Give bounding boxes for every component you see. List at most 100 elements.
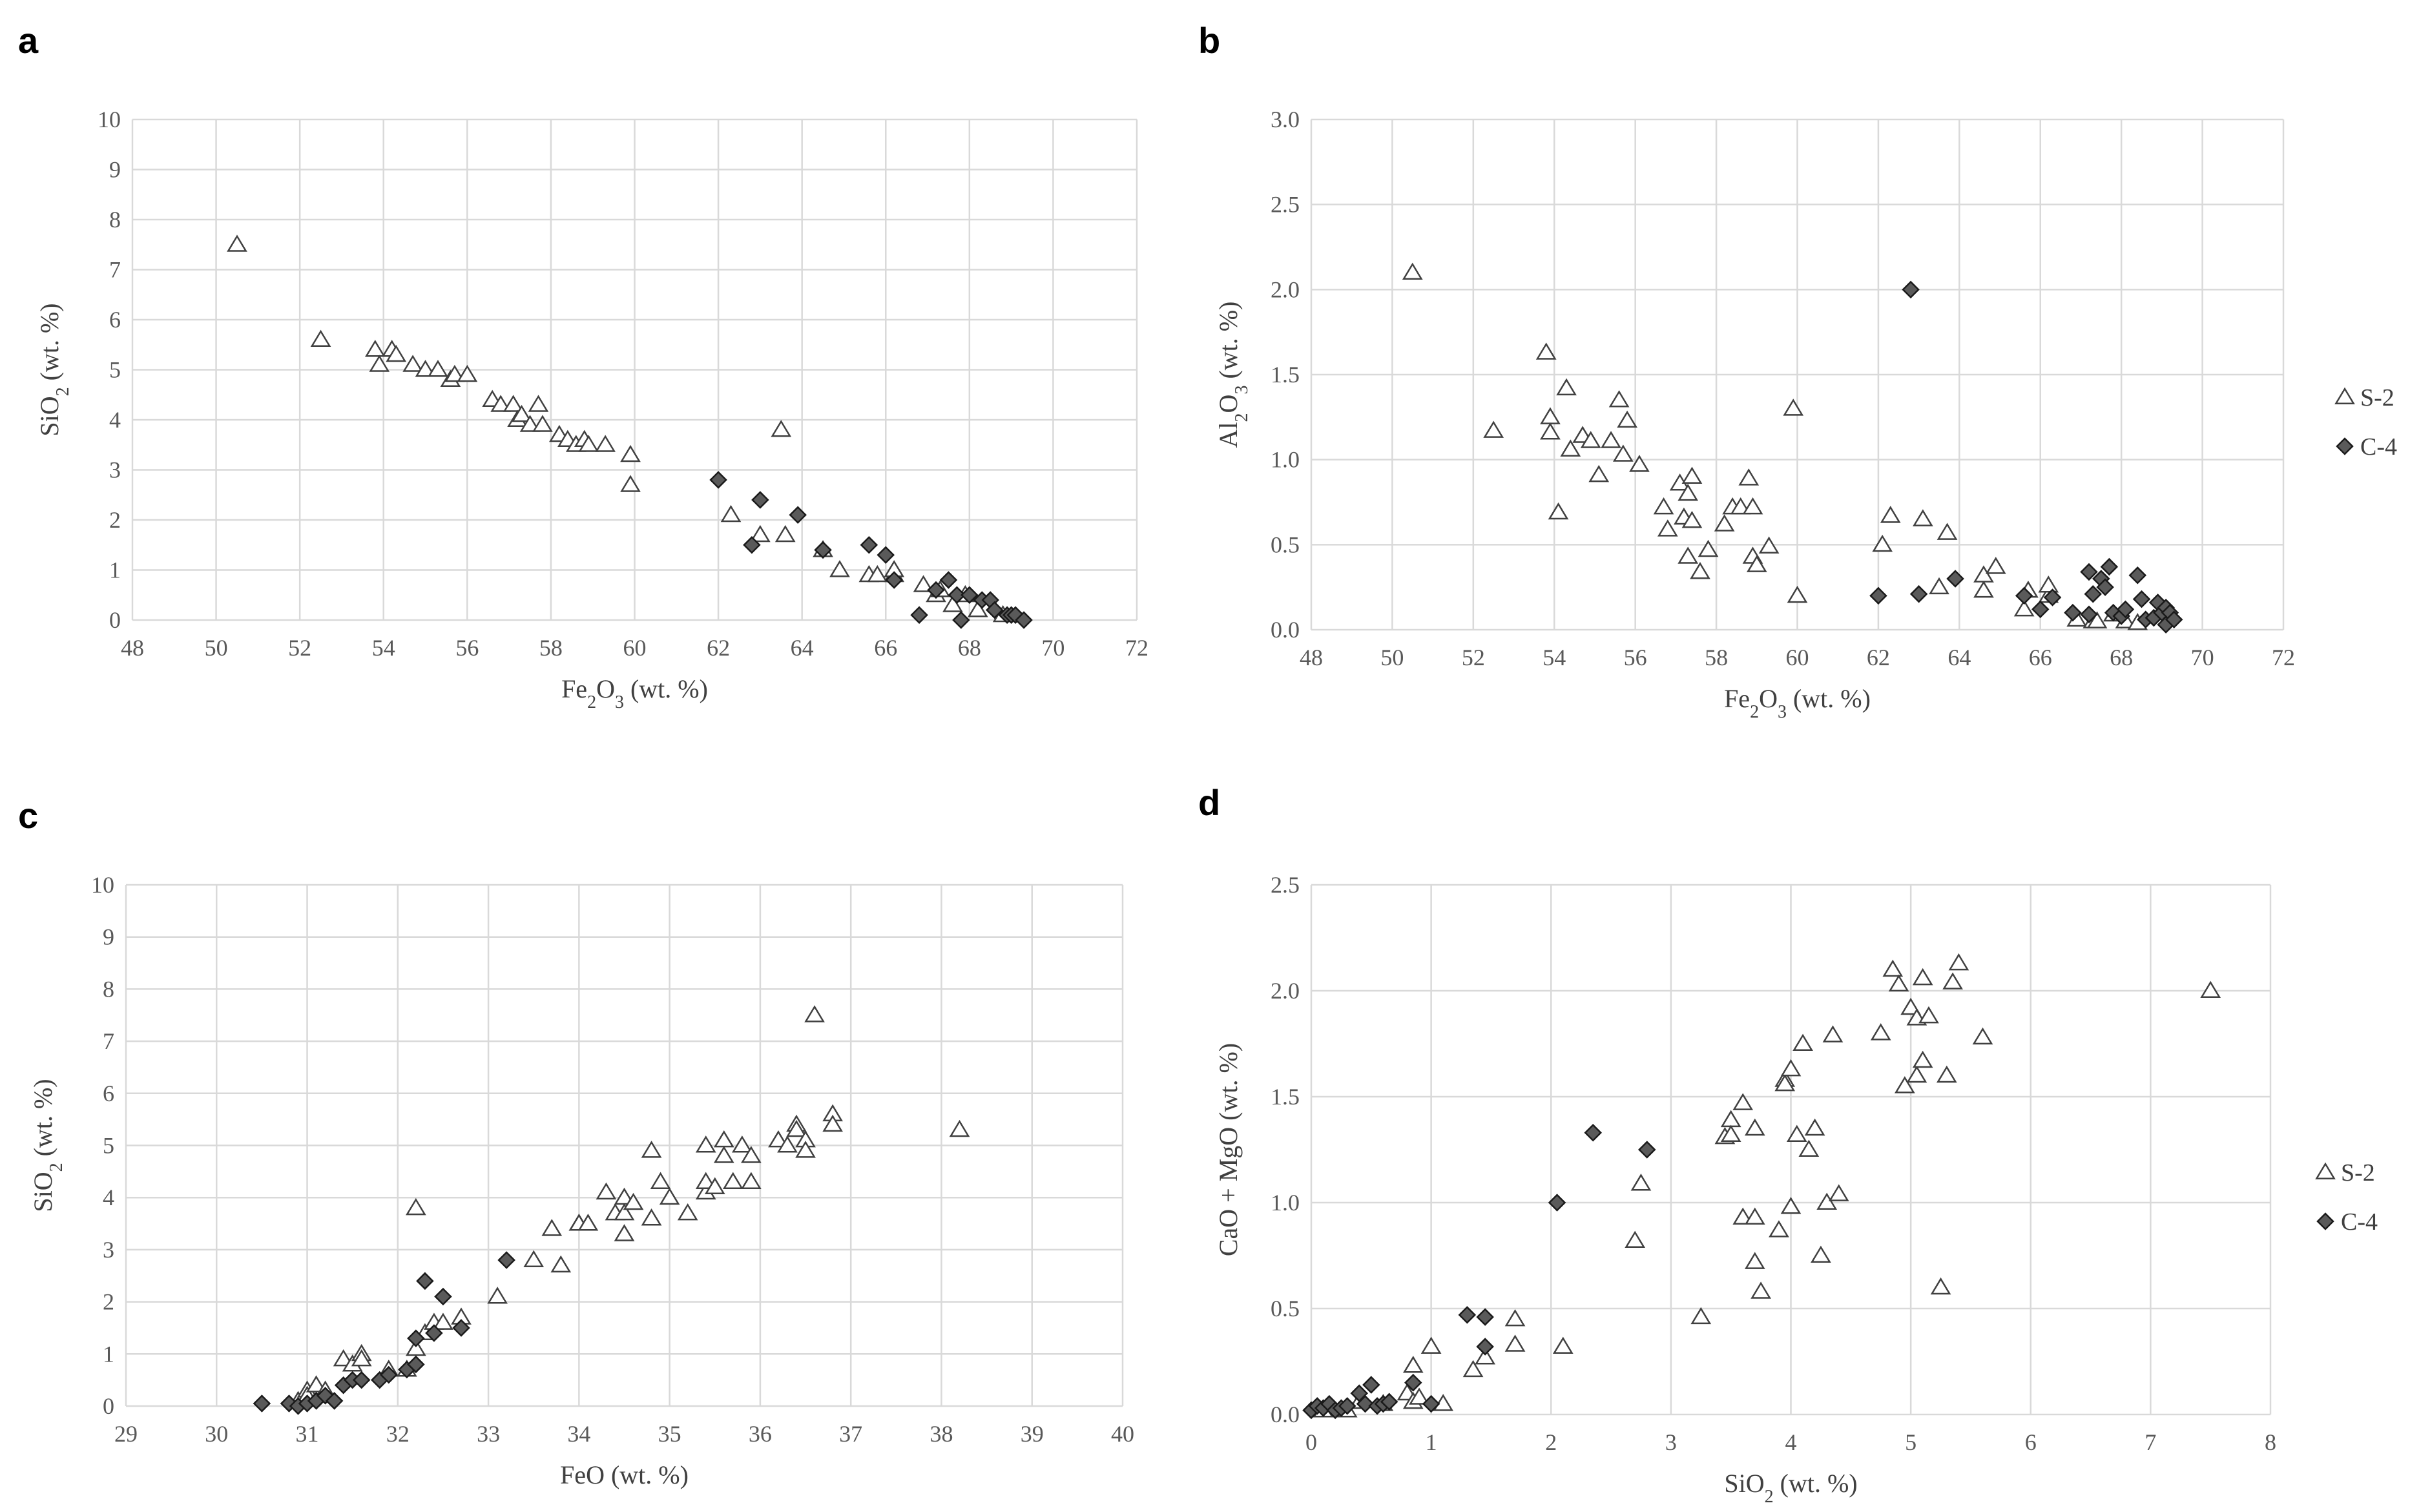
s2-point: [386, 344, 407, 362]
series-S-2: [287, 1005, 970, 1408]
s2-point: [1738, 468, 1760, 486]
s2-point: [1828, 1184, 1849, 1201]
s2-point: [402, 355, 423, 372]
s2-point: [1630, 1174, 1652, 1191]
c4-point: [1458, 1306, 1477, 1324]
c4-point: [452, 1319, 470, 1337]
c4-point: [948, 586, 966, 605]
s2-point: [1744, 1207, 1765, 1225]
x-tick-label: 38: [930, 1421, 953, 1447]
s2-point: [1653, 497, 1674, 515]
s2-point: [942, 595, 963, 612]
s2-point: [949, 1119, 970, 1137]
s2-point: [677, 1203, 698, 1221]
s2-point: [1720, 1124, 1741, 1143]
c4-point: [2116, 600, 2135, 619]
x-tick-label: 0: [1305, 1429, 1317, 1455]
s2-point: [511, 404, 532, 422]
s2-point: [1698, 539, 1719, 557]
legend-label: S-2: [2341, 1159, 2375, 1186]
s2-point: [1504, 1334, 1526, 1352]
x-tick-label: 72: [2272, 645, 2295, 670]
s2-point: [1678, 483, 1699, 501]
y-tick-label: 4: [103, 1185, 114, 1210]
s2-point: [1783, 399, 1804, 416]
y-axis-title: SiO2 (wt. %): [35, 303, 73, 436]
s2-point: [1548, 502, 1569, 520]
s2-point: [306, 1375, 327, 1393]
s2-point: [1714, 514, 1735, 532]
s2-point: [503, 395, 524, 412]
s2-point: [596, 1182, 617, 1200]
c4-point: [497, 1251, 515, 1269]
s2-point: [913, 575, 934, 592]
s2-point: [768, 1130, 789, 1148]
y-tick-label: 2.5: [1271, 872, 1300, 898]
c4-point: [2084, 585, 2103, 603]
s2-point: [771, 420, 792, 437]
s2-point: [695, 1135, 716, 1153]
s2-point: [490, 395, 512, 412]
x-tick-label: 5: [1905, 1429, 1917, 1455]
c4-point: [1356, 1394, 1375, 1413]
x-tick-label: 4: [1785, 1429, 1797, 1455]
s2-point: [774, 524, 796, 543]
x-tick-label: 29: [114, 1421, 138, 1447]
s2-point: [695, 1172, 716, 1189]
s2-point: [1612, 444, 1634, 462]
legend-label: C-4: [2360, 433, 2397, 461]
y-axis-title: Al2O3 (wt. %): [1214, 302, 1252, 448]
c4-point: [939, 571, 958, 589]
s2-point: [1552, 1336, 1574, 1354]
y-tick-label: 5: [109, 357, 121, 383]
x-tick-label: 58: [539, 635, 563, 661]
series-C-4: [1869, 280, 2183, 634]
c4-point: [1584, 1123, 1602, 1142]
s2-point: [620, 444, 641, 462]
s2-point: [795, 1141, 816, 1158]
c4-point: [877, 546, 895, 564]
y-tick-label: 2.5: [1271, 192, 1300, 218]
s2-point: [650, 1172, 671, 1189]
s2-point: [364, 340, 386, 357]
c4-point: [1015, 611, 1033, 629]
s2-point: [1462, 1360, 1484, 1378]
c4-point: [1362, 1376, 1380, 1394]
c4-point: [2080, 563, 2098, 581]
x-tick-label: 37: [839, 1421, 862, 1447]
s2-point: [519, 415, 541, 432]
series-S-2: [1402, 262, 2148, 630]
y-tick-label: 1.5: [1271, 1084, 1300, 1110]
x-axis-title: SiO2 (wt. %): [1724, 1469, 1857, 1507]
y-tick-label: 0: [103, 1393, 114, 1419]
c4-point: [814, 541, 832, 559]
s2-point: [433, 1312, 453, 1330]
s2-point: [731, 1135, 753, 1153]
c4-point: [2100, 557, 2119, 576]
legend-marker-s-2: [2315, 1162, 2336, 1179]
s2-point: [333, 1349, 354, 1367]
s2-point: [1894, 1076, 1915, 1093]
s2-point: [741, 1172, 762, 1189]
s2-point: [487, 1287, 508, 1304]
s2-point: [1732, 1093, 1754, 1110]
s2-point: [595, 435, 616, 452]
panel-letter-a: a: [18, 20, 39, 61]
s2-point: [227, 234, 247, 252]
y-axis-title: CaO + MgO (wt. %): [1214, 1043, 1243, 1256]
y-tick-label: 0: [109, 607, 121, 633]
s2-point: [822, 1114, 843, 1132]
s2-point: [1948, 953, 1969, 971]
s2-point: [1774, 1073, 1796, 1092]
y-tick-label: 7: [103, 1028, 114, 1054]
x-tick-label: 68: [958, 635, 981, 661]
s2-point: [1936, 1065, 1957, 1083]
y-tick-label: 0.5: [1271, 532, 1300, 557]
s2-point: [786, 1119, 807, 1137]
s2-point: [1930, 1277, 1951, 1295]
series-S-2: [1313, 953, 2221, 1418]
s2-point: [1937, 523, 1958, 540]
s2-point: [1888, 974, 1909, 992]
s2-point: [550, 1255, 572, 1273]
x-tick-label: 50: [205, 635, 228, 661]
